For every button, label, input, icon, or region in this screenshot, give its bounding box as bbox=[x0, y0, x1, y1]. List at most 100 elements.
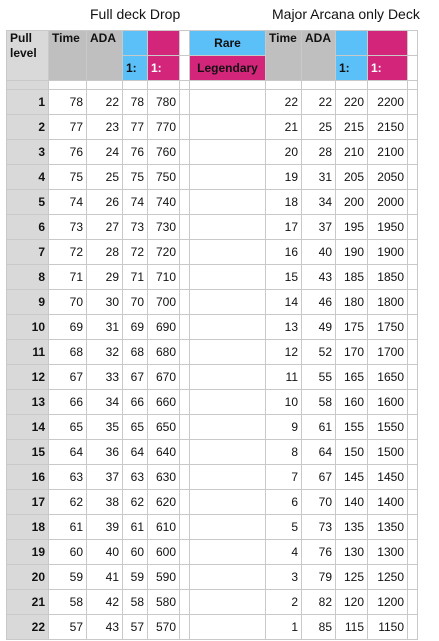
cell-legendary-ratio[interactable]: 600 bbox=[147, 539, 180, 565]
cell-blank[interactable] bbox=[189, 539, 266, 565]
cell-legendary-ratio[interactable]: 640 bbox=[147, 439, 180, 465]
cell-ada-2[interactable]: 52 bbox=[301, 339, 336, 365]
cell-ada-2[interactable]: 58 bbox=[301, 389, 336, 415]
cell-ada[interactable]: 22 bbox=[86, 89, 123, 115]
cell-legendary-ratio-2[interactable]: 1650 bbox=[367, 364, 408, 390]
cell-legendary-ratio-2[interactable]: 2150 bbox=[367, 114, 408, 140]
cell-rare-ratio[interactable]: 62 bbox=[122, 489, 148, 515]
cell-time[interactable]: 59 bbox=[48, 564, 87, 590]
cell-time-2[interactable]: 19 bbox=[265, 164, 302, 190]
header-time[interactable]: Time bbox=[48, 30, 87, 81]
cell-ada-2[interactable]: 34 bbox=[301, 189, 336, 215]
cell-time-2[interactable]: 9 bbox=[265, 414, 302, 440]
cell-time-2[interactable]: 14 bbox=[265, 289, 302, 315]
header-ada-2[interactable]: ADA bbox=[301, 30, 336, 81]
cell-time-2[interactable]: 21 bbox=[265, 114, 302, 140]
cell-spacer-2[interactable] bbox=[407, 414, 418, 440]
cell-blank[interactable] bbox=[189, 189, 266, 215]
cell-time[interactable]: 75 bbox=[48, 164, 87, 190]
cell-time-2[interactable]: 20 bbox=[265, 139, 302, 165]
cell-blank[interactable] bbox=[189, 214, 266, 240]
cell-ada[interactable]: 30 bbox=[86, 289, 123, 315]
cell-rare-ratio-2[interactable]: 130 bbox=[335, 539, 368, 565]
cell-spacer-2[interactable] bbox=[407, 314, 418, 340]
cell-spacer[interactable] bbox=[179, 439, 190, 465]
cell-spacer[interactable] bbox=[179, 389, 190, 415]
cell-time[interactable]: 60 bbox=[48, 539, 87, 565]
cell-ada-2[interactable]: 25 bbox=[301, 114, 336, 140]
cell-ada-2[interactable]: 46 bbox=[301, 289, 336, 315]
cell-legendary-ratio-2[interactable]: 1950 bbox=[367, 214, 408, 240]
cell-pull-level[interactable]: 4 bbox=[6, 164, 49, 190]
cell-ada[interactable]: 23 bbox=[86, 114, 123, 140]
cell-rare-ratio-2[interactable]: 215 bbox=[335, 114, 368, 140]
cell-ada[interactable]: 38 bbox=[86, 489, 123, 515]
cell-time-2[interactable]: 1 bbox=[265, 614, 302, 640]
cell-time[interactable]: 71 bbox=[48, 264, 87, 290]
cell-legendary-ratio[interactable]: 770 bbox=[147, 114, 180, 140]
cell-spacer-2[interactable] bbox=[407, 289, 418, 315]
cell-spacer[interactable] bbox=[179, 489, 190, 515]
cell-rare-ratio-2[interactable]: 135 bbox=[335, 514, 368, 540]
cell-rare-ratio-2[interactable]: 220 bbox=[335, 89, 368, 115]
cell-rare-ratio-2[interactable]: 160 bbox=[335, 389, 368, 415]
cell-legendary-ratio[interactable]: 690 bbox=[147, 314, 180, 340]
cell-legendary-ratio-2[interactable]: 2200 bbox=[367, 89, 408, 115]
cell-pull-level[interactable]: 11 bbox=[6, 339, 49, 365]
cell-rare-ratio[interactable]: 77 bbox=[122, 114, 148, 140]
cell-rare-ratio-2[interactable]: 205 bbox=[335, 164, 368, 190]
cell-spacer-2[interactable] bbox=[407, 339, 418, 365]
cell-ada-2[interactable]: 61 bbox=[301, 414, 336, 440]
cell-ada[interactable]: 37 bbox=[86, 464, 123, 490]
cell-legendary-ratio-2[interactable]: 1500 bbox=[367, 439, 408, 465]
cell-spacer-2[interactable] bbox=[407, 439, 418, 465]
cell-time-2[interactable]: 16 bbox=[265, 239, 302, 265]
cell-blank[interactable] bbox=[189, 414, 266, 440]
cell-spacer-2[interactable] bbox=[407, 564, 418, 590]
cell-time-2[interactable]: 11 bbox=[265, 364, 302, 390]
cell-time[interactable]: 61 bbox=[48, 514, 87, 540]
cell-ada[interactable]: 41 bbox=[86, 564, 123, 590]
cell-rare-ratio-2[interactable]: 190 bbox=[335, 239, 368, 265]
cell-rare-ratio-2[interactable]: 210 bbox=[335, 139, 368, 165]
cell-ada[interactable]: 28 bbox=[86, 239, 123, 265]
cell-legendary-ratio[interactable]: 610 bbox=[147, 514, 180, 540]
cell-spacer[interactable] bbox=[179, 264, 190, 290]
header-rare-label[interactable]: Rare bbox=[189, 30, 266, 56]
cell-blank[interactable] bbox=[189, 589, 266, 615]
cell-pull-level[interactable]: 7 bbox=[6, 239, 49, 265]
cell-legendary-ratio[interactable]: 670 bbox=[147, 364, 180, 390]
cell-ada-2[interactable]: 43 bbox=[301, 264, 336, 290]
cell-ada[interactable]: 27 bbox=[86, 214, 123, 240]
cell-time-2[interactable]: 8 bbox=[265, 439, 302, 465]
cell-blank[interactable] bbox=[189, 489, 266, 515]
cell-time[interactable]: 69 bbox=[48, 314, 87, 340]
cell-legendary-ratio-2[interactable]: 1550 bbox=[367, 414, 408, 440]
cell-pull-level[interactable]: 18 bbox=[6, 514, 49, 540]
cell-rare-ratio-2[interactable]: 140 bbox=[335, 489, 368, 515]
cell-rare-ratio-2[interactable]: 145 bbox=[335, 464, 368, 490]
cell-legendary-ratio-2[interactable]: 1800 bbox=[367, 289, 408, 315]
cell-spacer-2[interactable] bbox=[407, 189, 418, 215]
cell-spacer[interactable] bbox=[179, 514, 190, 540]
cell-rare-ratio[interactable]: 72 bbox=[122, 239, 148, 265]
cell-pull-level[interactable]: 1 bbox=[6, 89, 49, 115]
cell-ada-2[interactable]: 67 bbox=[301, 464, 336, 490]
cell-ada[interactable]: 29 bbox=[86, 264, 123, 290]
cell-legendary-ratio[interactable]: 750 bbox=[147, 164, 180, 190]
cell-blank[interactable] bbox=[189, 264, 266, 290]
cell-blank[interactable] bbox=[189, 89, 266, 115]
header-rare-ratio[interactable]: 1: bbox=[122, 55, 148, 81]
header-rare-color-2[interactable] bbox=[335, 30, 368, 56]
cell-time[interactable]: 67 bbox=[48, 364, 87, 390]
cell-pull-level[interactable]: 22 bbox=[6, 614, 49, 640]
cell-spacer[interactable] bbox=[179, 114, 190, 140]
cell-pull-level[interactable]: 17 bbox=[6, 489, 49, 515]
cell-legendary-ratio[interactable]: 590 bbox=[147, 564, 180, 590]
cell-spacer[interactable] bbox=[179, 339, 190, 365]
cell-rare-ratio[interactable]: 70 bbox=[122, 289, 148, 315]
cell-rare-ratio-2[interactable]: 170 bbox=[335, 339, 368, 365]
cell-rare-ratio[interactable]: 76 bbox=[122, 139, 148, 165]
cell-rare-ratio[interactable]: 64 bbox=[122, 439, 148, 465]
cell-rare-ratio-2[interactable]: 115 bbox=[335, 614, 368, 640]
